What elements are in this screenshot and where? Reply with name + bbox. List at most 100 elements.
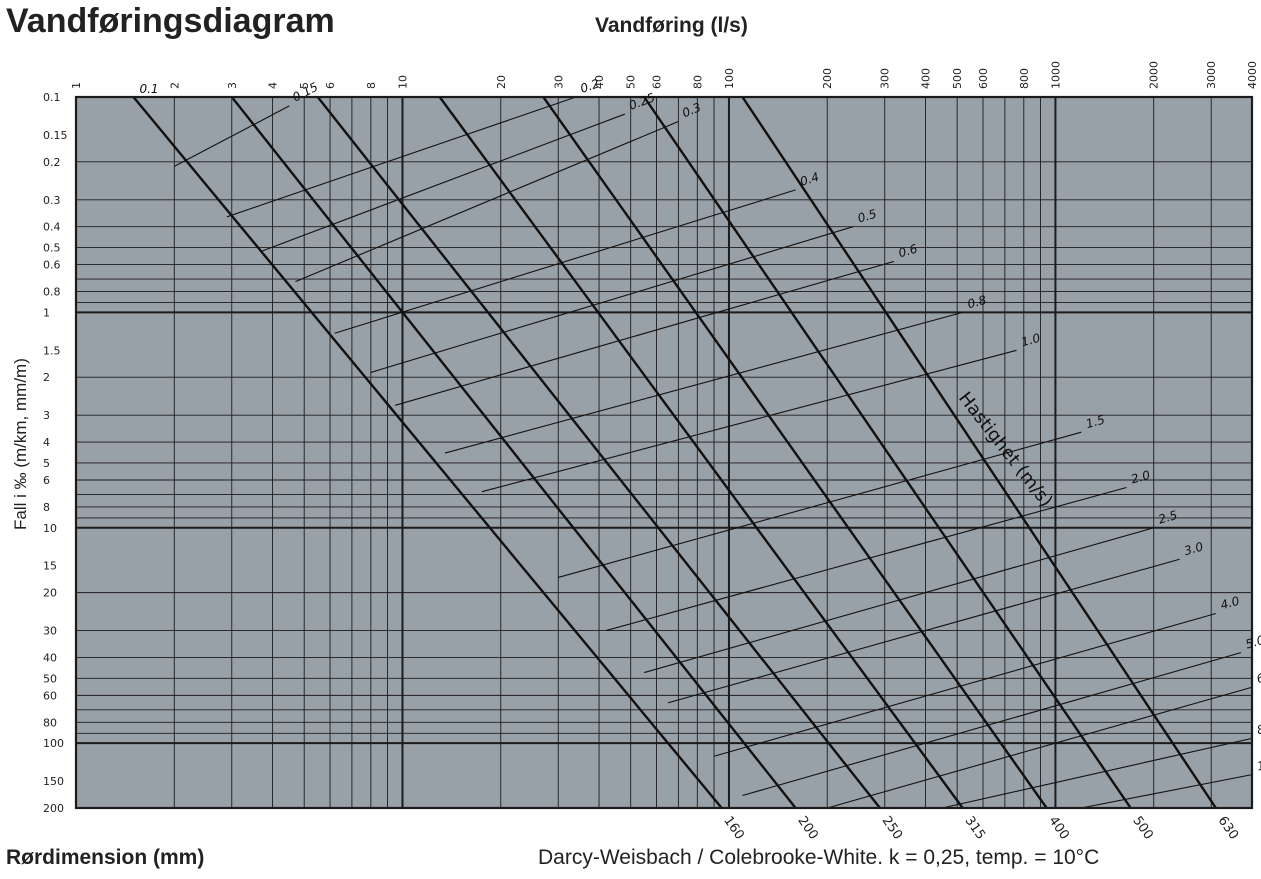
y-tick-label: 20 xyxy=(43,587,57,600)
x-axis-title: Vandføring (l/s) xyxy=(595,14,748,37)
y-tick-label: 200 xyxy=(43,802,64,815)
pipe-line-400 xyxy=(542,96,1048,809)
velocity-label: 0.4 xyxy=(798,170,820,189)
pipe-line-315 xyxy=(438,96,964,809)
velocity-line xyxy=(261,113,626,252)
y-tick-label: 5 xyxy=(43,457,50,470)
velocity-label: 3.0 xyxy=(1183,539,1206,558)
y-tick-label: 3 xyxy=(43,409,50,422)
velocity-line xyxy=(942,737,1253,809)
x-tick-label: 2 xyxy=(168,82,181,89)
y-tick-label: 150 xyxy=(43,775,64,788)
y-tick-label: 0.4 xyxy=(43,221,61,234)
velocity-label: 10.0 xyxy=(1256,755,1261,774)
x-tick-label: 20 xyxy=(495,75,508,89)
page-title: Vandføringsdiagram xyxy=(6,2,335,40)
pipe-dimension-lines xyxy=(132,96,1217,809)
velocity-label: 5.0 xyxy=(1244,633,1261,652)
x-tick-label: 50 xyxy=(625,75,638,89)
y-tick-label: 1 xyxy=(43,306,50,319)
x-tick-label: 3 xyxy=(226,82,239,89)
velocity-label: 1.5 xyxy=(1084,413,1106,432)
velocity-line xyxy=(226,96,577,218)
x-tick-label: 4000 xyxy=(1246,61,1259,89)
x-tick-label: 40 xyxy=(593,75,606,89)
x-tick-label: 400 xyxy=(920,68,933,89)
velocity-line xyxy=(295,121,679,283)
velocity-label: 2.5 xyxy=(1157,508,1179,527)
pipe-dimension-title: Rørdimension (mm) xyxy=(6,846,205,869)
x-tick-label: 60 xyxy=(651,75,664,89)
pipe-label: 250 xyxy=(879,814,906,843)
pipe-dimension-labels: 160 200 250 315 400 500 630 xyxy=(720,814,1241,843)
y-tick-label: 15 xyxy=(43,560,57,573)
pipe-label: 500 xyxy=(1129,814,1156,843)
velocity-label: 8.0 xyxy=(1256,719,1261,737)
velocity-line xyxy=(667,558,1180,704)
x-tick-label: 500 xyxy=(951,68,964,89)
y-tick-label: 1.5 xyxy=(43,344,61,357)
velocity-line xyxy=(370,226,854,373)
y-tick-label: 8 xyxy=(43,501,50,514)
y-tick-label: 0.6 xyxy=(43,259,61,272)
velocity-label: 0.3 xyxy=(680,100,703,120)
y-tick-label: 50 xyxy=(43,672,57,685)
x-tick-label: 8 xyxy=(365,82,378,89)
formula-note: Darcy-Weisbach / Colebrooke-White. k = 0… xyxy=(538,846,1100,869)
velocity-label: 0.1 xyxy=(139,82,158,96)
velocity-line xyxy=(742,652,1242,797)
x-tick-label: 3000 xyxy=(1205,61,1218,89)
y-tick-label: 0.1 xyxy=(43,91,61,104)
y-tick-label: 0.15 xyxy=(43,129,68,142)
pipe-label: 315 xyxy=(961,814,988,843)
x-tick-label: 5 xyxy=(298,82,311,89)
y-tick-label: 30 xyxy=(43,625,57,638)
velocity-line xyxy=(558,431,1082,578)
velocity-label: 6.0 xyxy=(1255,667,1261,686)
pipe-label: 200 xyxy=(794,814,821,843)
pipe-label: 160 xyxy=(720,814,747,843)
y-tick-label: 4 xyxy=(43,436,50,449)
x-tick-label: 10 xyxy=(396,75,409,89)
velocity-line xyxy=(713,612,1217,757)
y-tick-label: 40 xyxy=(43,651,57,664)
velocity-label: 4.0 xyxy=(1219,594,1242,613)
x-tick-label: 2000 xyxy=(1148,61,1161,89)
velocity-line xyxy=(827,686,1253,809)
pipe-label: 400 xyxy=(1045,814,1072,843)
x-tick-label: 1000 xyxy=(1049,61,1062,89)
x-tick-label: 6 xyxy=(324,82,337,89)
velocity-label: 1.0 xyxy=(1020,331,1042,350)
y-tick-label: 0.3 xyxy=(43,194,61,207)
x-tick-label: 100 xyxy=(723,68,736,89)
velocity-line xyxy=(334,189,796,334)
y-tick-label: 100 xyxy=(43,737,64,750)
pipe-line-200 xyxy=(230,96,797,809)
x-tick-label: 600 xyxy=(977,68,990,89)
pipe-line-630 xyxy=(741,96,1217,809)
y-tick-label: 0.2 xyxy=(43,156,61,169)
y-tick-label: 2 xyxy=(43,371,50,384)
plot-background xyxy=(76,97,1252,808)
velocity-label: 0.6 xyxy=(897,241,920,260)
x-tick-labels: 1 2 3 4 5 6 8 10 20 30 40 50 60 80 100 200 300 400 500 600 8… xyxy=(70,61,1259,89)
y-tick-label: 0.8 xyxy=(43,286,61,299)
velocity-label: 0.8 xyxy=(966,293,988,312)
x-tick-label: 300 xyxy=(879,68,892,89)
x-tick-label: 80 xyxy=(691,75,704,89)
pipe-line-250 xyxy=(316,96,881,809)
x-tick-label: 30 xyxy=(552,75,565,89)
y-tick-label: 80 xyxy=(43,716,57,729)
y-axis-label: Fall i ‰ (m/km, mm/m) xyxy=(11,358,30,530)
x-tick-label: 800 xyxy=(1018,68,1031,89)
velocity-label: 2.0 xyxy=(1130,468,1152,487)
plot-frame xyxy=(74,95,1254,810)
pipe-line-500 xyxy=(643,96,1132,809)
velocity-line xyxy=(395,260,895,406)
velocity-label: 0.5 xyxy=(856,207,878,226)
velocity-line xyxy=(174,105,290,167)
x-tick-label: 1 xyxy=(70,82,83,89)
pipe-label: 630 xyxy=(1215,814,1242,843)
velocity-line xyxy=(1081,774,1253,809)
